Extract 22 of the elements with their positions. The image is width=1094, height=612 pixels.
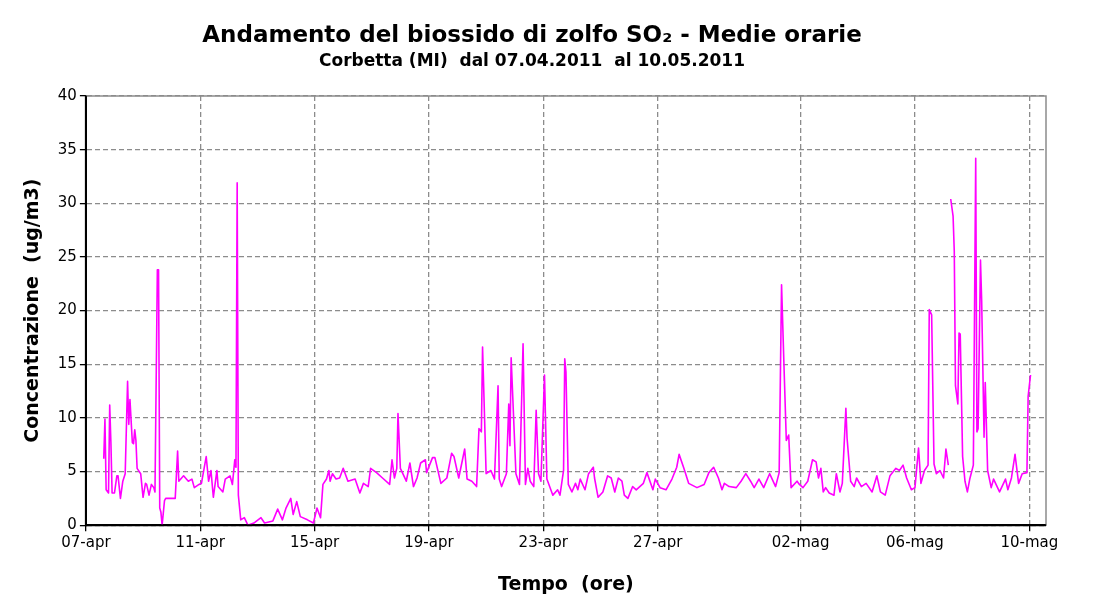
y-tick-label: 25 xyxy=(57,246,77,265)
x-tick-label: 15-apr xyxy=(289,533,341,552)
x-tick-label: 02-mag xyxy=(771,533,830,552)
x-tick-label: 11-apr xyxy=(175,533,226,552)
x-tick-label: 23-apr xyxy=(518,533,569,552)
y-tick-label: 10 xyxy=(57,407,77,426)
y-tick-label: 30 xyxy=(57,193,77,212)
x-tick-label: 06-mag xyxy=(886,533,944,552)
y-tick-label: 20 xyxy=(57,300,77,319)
y-tick-label: 0 xyxy=(67,515,77,534)
x-tick-label: 07-apr xyxy=(61,533,112,552)
y-tick-label: 5 xyxy=(67,461,77,480)
y-tick-label: 40 xyxy=(57,85,77,104)
y-tick-label: 15 xyxy=(57,354,77,373)
y-tick-label: 35 xyxy=(57,139,77,158)
chart-subtitle: Corbetta (MI) dal 07.04.2011 al 10.05.2011 xyxy=(318,50,746,71)
x-axis-title: Tempo (ore) xyxy=(498,571,634,594)
x-tick-label: 27-apr xyxy=(632,533,684,552)
x-tick-label: 10-mag xyxy=(1000,533,1059,552)
y-axis-title: Concentrazione (ug/m3) xyxy=(20,178,43,443)
chart-title: Andamento del biossido di zolfo SO₂ - Medie orarie xyxy=(202,20,862,47)
x-tick-label: 19-apr xyxy=(404,533,455,552)
